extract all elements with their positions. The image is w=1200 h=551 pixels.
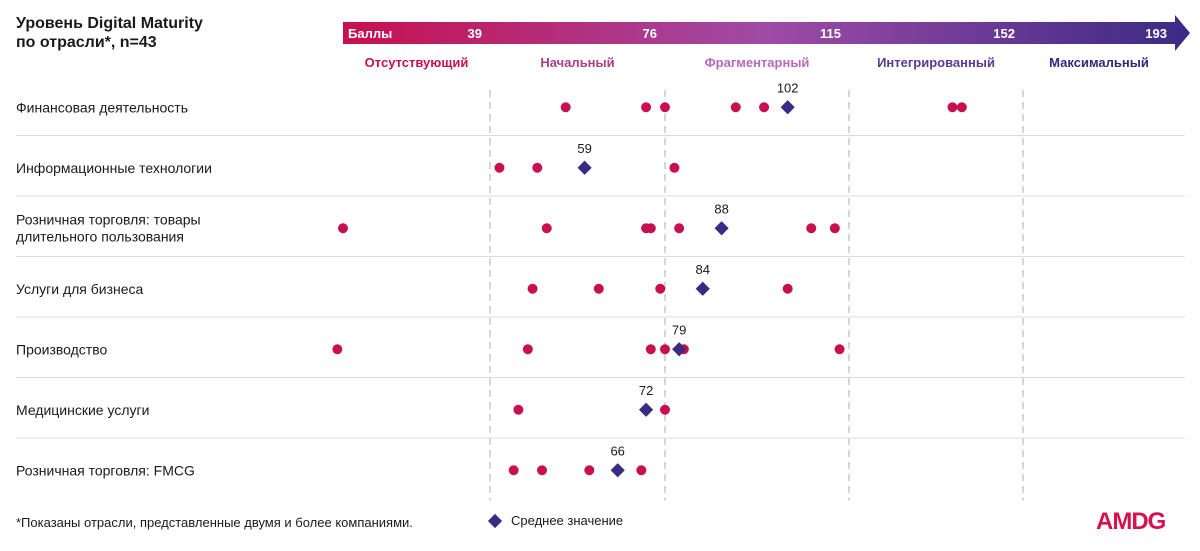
company-point <box>494 162 505 173</box>
scale-arrow-bar <box>343 15 1190 51</box>
company-point <box>674 223 685 234</box>
company-point <box>508 465 519 476</box>
company-point <box>956 102 967 113</box>
company-point <box>527 283 538 294</box>
mean-value-label: 102 <box>777 80 799 95</box>
company-point <box>655 283 666 294</box>
mean-value-label: 79 <box>672 322 686 337</box>
category-label: Медицинские услуги <box>16 402 149 418</box>
mean-marker <box>577 160 592 175</box>
legend: Среднее значение <box>487 513 623 528</box>
category-label: длительного пользования <box>16 228 184 244</box>
scale-tick-label: 39 <box>468 26 482 41</box>
company-point <box>947 102 958 113</box>
company-point <box>660 102 670 113</box>
company-point <box>660 404 670 415</box>
company-point <box>641 102 652 113</box>
scatter-chart: Баллы 39 76 115 152 193 Отсутствующий Начальный… <box>16 15 1190 501</box>
footnote: *Показаны отрасли, представленные двумя … <box>16 515 413 530</box>
mean-marker <box>780 100 795 115</box>
category-label: Финансовая деятельность <box>16 99 188 115</box>
chart-title-line1: Уровень Digital Maturity <box>16 15 203 32</box>
company-point <box>593 283 604 294</box>
company-point <box>522 344 533 355</box>
mean-marker <box>695 281 710 296</box>
company-point <box>584 465 595 476</box>
level-label: Отсутствующий <box>365 55 469 70</box>
mean-value-label: 88 <box>714 201 728 216</box>
mean-diamond-icon <box>487 513 503 528</box>
company-point <box>513 404 524 415</box>
category-label: Розничная торговля: FMCG <box>16 462 195 478</box>
mean-value-label: 59 <box>577 141 591 156</box>
brand-logo: AMDG <box>1096 508 1166 535</box>
company-point <box>669 162 680 173</box>
company-point <box>541 223 552 234</box>
chart-title: Уровень Digital Maturity по отрасли*, n=… <box>16 14 316 52</box>
scale-tick-label: 152 <box>993 26 1015 41</box>
mean-value-label: 72 <box>639 383 653 398</box>
mean-value-label: 66 <box>610 443 624 458</box>
level-label: Фрагментарный <box>705 55 810 70</box>
company-point <box>834 344 845 355</box>
scale-tick-label: 193 <box>1145 26 1167 41</box>
level-label: Начальный <box>540 55 614 70</box>
company-point <box>560 102 571 113</box>
legend-label: Среднее значение <box>511 513 624 528</box>
category-label: Информационные технологии <box>16 160 212 176</box>
company-point <box>660 344 670 355</box>
level-label: Максимальный <box>1049 55 1149 70</box>
company-point <box>730 102 741 113</box>
company-point <box>332 344 343 355</box>
category-label: Розничная торговля: товары <box>16 211 201 227</box>
company-point <box>636 465 647 476</box>
company-point <box>338 223 348 234</box>
mean-marker <box>639 402 654 417</box>
company-point <box>532 162 543 173</box>
scale-label: Баллы <box>348 26 392 41</box>
level-label: Интегрированный <box>877 55 995 70</box>
scale-tick-label: 115 <box>820 26 841 41</box>
chart-title-line2: по отрасли*, n=43 <box>16 34 157 51</box>
company-point <box>829 223 840 234</box>
mean-marker <box>610 463 625 478</box>
company-point <box>806 223 817 234</box>
company-point <box>782 283 793 294</box>
company-point <box>645 344 656 355</box>
company-point <box>537 465 548 476</box>
company-point <box>645 223 656 234</box>
mean-value-label: 84 <box>696 262 710 277</box>
company-point <box>759 102 770 113</box>
category-label: Услуги для бизнеса <box>16 281 144 297</box>
category-label: Производство <box>16 341 107 357</box>
mean-marker <box>672 342 687 357</box>
mean-marker <box>714 221 729 236</box>
scale-tick-label: 76 <box>643 26 657 41</box>
